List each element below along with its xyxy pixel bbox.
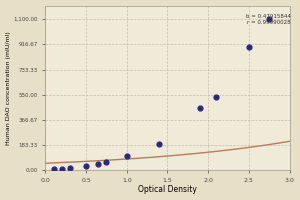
Point (124, 155, 129, 158)
Point (84, 165, 88, 168)
Y-axis label: Human DAO concentration (mIU/ml): Human DAO concentration (mIU/ml) (6, 31, 10, 145)
Text: b = 0.47915844
r = 0.99990028: b = 0.47915844 r = 0.99990028 (246, 14, 291, 25)
X-axis label: Optical Density: Optical Density (138, 185, 197, 194)
Point (267, 18, 272, 21)
Point (68, 166, 72, 170)
Point (214, 96, 219, 99)
Point (51, 168, 56, 171)
Point (104, 160, 109, 163)
Point (157, 142, 162, 146)
Point (96, 162, 101, 165)
Point (59, 167, 64, 171)
Point (246, 45, 251, 48)
Point (198, 107, 203, 110)
